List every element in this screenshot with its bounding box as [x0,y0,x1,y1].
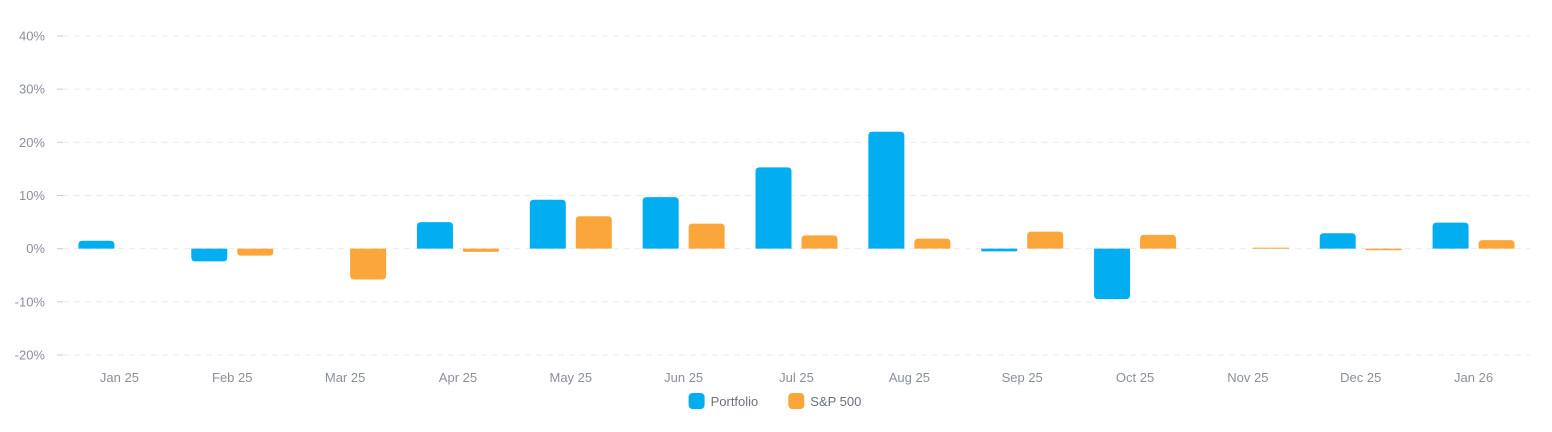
grid-layer [63,35,1530,356]
x-tick-label: Jun 25 [664,370,703,385]
bar-portfolio[interactable] [868,131,905,249]
x-tick-label: Dec 25 [1340,370,1381,385]
x-tick-label: Jul 25 [779,370,814,385]
bar-sp500[interactable] [1140,234,1177,249]
legend-label: Portfolio [711,394,759,409]
bar-portfolio[interactable] [191,248,228,262]
bar-sp500[interactable] [575,216,612,249]
bar-portfolio[interactable] [1094,248,1131,300]
y-tick-label: -10% [15,294,46,309]
x-tick-label: May 25 [549,370,592,385]
x-tick-label: Jan 26 [1454,370,1493,385]
legend[interactable]: Portfolio S&P 500 [688,393,862,409]
bars-layer[interactable] [78,131,1515,300]
bar-portfolio[interactable] [529,199,566,249]
legend-swatch [688,393,705,409]
bar-sp500[interactable] [237,248,274,256]
bar-portfolio[interactable] [642,197,679,249]
bar-portfolio[interactable] [1319,233,1356,249]
bar-sp500[interactable] [1365,248,1402,251]
x-tick-label: Oct 25 [1116,370,1154,385]
y-tick-label: 20% [19,135,45,150]
x-tick-label: Nov 25 [1227,370,1268,385]
legend-swatch [788,393,805,409]
bar-sp500[interactable] [462,248,499,252]
y-tick-label: 30% [19,82,45,97]
bar-sp500[interactable] [688,223,725,249]
x-axis: Jan 25 Feb 25 Mar 25 Apr 25 May 25 Jun 25 Jul … [100,370,1493,385]
x-tick-label: Mar 25 [325,370,365,385]
bar-portfolio[interactable] [78,240,115,249]
x-tick-label: Apr 25 [439,370,477,385]
x-tick-label: Sep 25 [1002,370,1043,385]
y-tick-label: -20% [15,348,46,363]
y-axis: 40% 30% 20% 10% 0% -10% -20% [15,29,63,363]
bar-portfolio[interactable] [755,167,792,249]
y-tick-label: 40% [19,29,45,44]
x-tick-label: Feb 25 [212,370,252,385]
x-tick-label: Aug 25 [889,370,930,385]
y-tick-label: 0% [26,241,45,256]
bar-sp500[interactable] [1027,231,1064,249]
bar-sp500[interactable] [350,248,387,280]
legend-item-sp500[interactable]: S&P 500 [788,393,861,409]
legend-item-portfolio[interactable]: Portfolio [688,393,759,409]
legend-label: S&P 500 [810,394,861,409]
x-tick-label: Jan 25 [100,370,139,385]
bar-sp500[interactable] [914,238,951,249]
y-tick-label: 10% [19,188,45,203]
bar-portfolio[interactable] [1432,222,1469,249]
bar-portfolio[interactable] [981,248,1018,252]
bar-sp500[interactable] [801,235,838,249]
bar-sp500[interactable] [1252,247,1289,249]
bar-portfolio[interactable] [416,222,453,249]
bar-sp500[interactable] [1478,240,1515,249]
